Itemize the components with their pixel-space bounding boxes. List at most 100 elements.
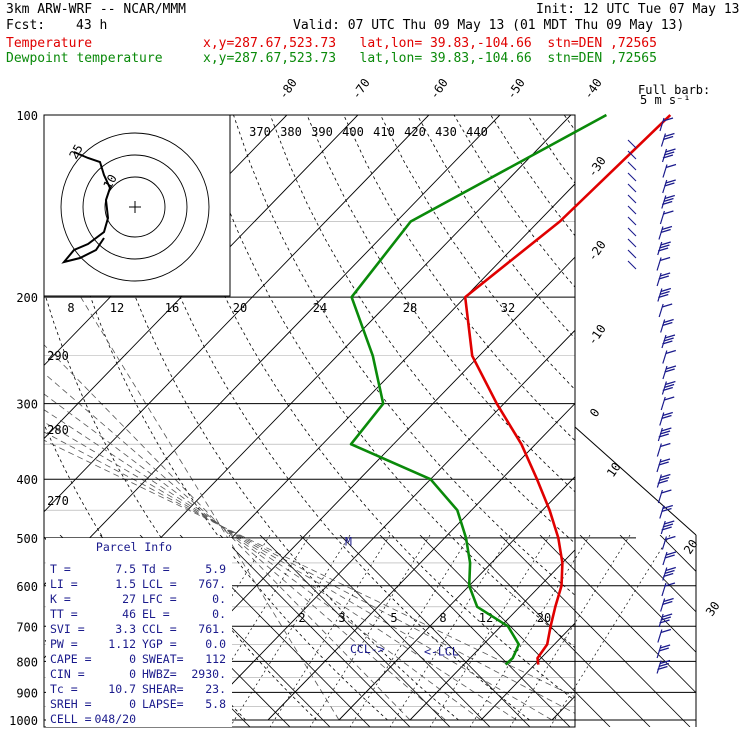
moist-adiabat	[44, 344, 411, 721]
parcel-field-label: LCL =	[142, 577, 177, 591]
temperature-line	[463, 114, 672, 665]
isotherm-label: -20	[585, 238, 609, 264]
parcel-field-value: 7.5	[115, 562, 136, 576]
wind-barb-flag	[662, 504, 673, 510]
wind-barb-flag	[659, 256, 671, 262]
lower-diagonal	[379, 535, 571, 727]
wind-barb-flag	[665, 163, 677, 169]
wind-barb-staff	[662, 164, 668, 178]
parcel-field-label: CIN =	[50, 667, 85, 681]
hodograph-ring	[82, 154, 188, 260]
hodograph-trace	[61, 151, 112, 264]
isotherm-line	[338, 476, 575, 721]
parcel-info-background	[46, 538, 232, 727]
isotherm-label: -50	[504, 76, 528, 102]
pressure-tick-label: 300	[16, 398, 38, 412]
wind-barb-flag	[660, 241, 671, 246]
lower-frame-edge	[574, 426, 697, 536]
wind-barb-flag	[664, 368, 675, 373]
pressure-tick-label: 600	[16, 580, 38, 594]
wind-barb-flag	[664, 194, 675, 200]
wind-barb-flag	[659, 244, 670, 249]
wind-barb-flag	[661, 507, 672, 513]
wind-barb-flag	[657, 665, 668, 671]
parcel-field-value: 46	[122, 607, 136, 621]
parcel-field-value: 767.	[198, 577, 226, 591]
upper-barb	[627, 216, 637, 226]
dry-adiabat	[122, 115, 530, 721]
parcel-field-value: 0	[129, 667, 136, 681]
parcel-field-value: 23.	[205, 682, 226, 696]
isotherm-line	[44, 115, 430, 513]
valid-time: Valid: 07 UTC Thu 09 May 13 (01 MDT Thu …	[293, 18, 685, 33]
pressure-tick-label: 1000	[9, 714, 38, 728]
pressure-tick-label: 200	[16, 291, 38, 305]
pressure-tick-label: 800	[16, 655, 38, 669]
dry-adiabat	[675, 115, 740, 720]
wind-barb-flag	[663, 318, 674, 324]
parcel-field-label: Tc =	[50, 682, 78, 696]
upper-barb	[627, 249, 637, 259]
dry-adiabat	[49, 115, 388, 721]
wind-barb-flag	[660, 616, 672, 621]
parcel-field-value: 0	[129, 652, 136, 666]
wind-barb-staff	[658, 303, 664, 318]
parcel-field-label: Td =	[142, 562, 170, 576]
theta-e-label: 410	[373, 125, 395, 139]
dry-adiabat	[306, 115, 575, 493]
sounding-marker-label: M	[345, 534, 352, 548]
upper-barb	[627, 139, 637, 149]
theta-e-label: 380	[280, 125, 302, 139]
wind-barb-flag	[662, 386, 673, 392]
isotherm-line	[623, 115, 740, 720]
parcel-field-label: SVI =	[50, 622, 85, 636]
parcel-field-label: SWEAT=	[142, 652, 184, 666]
hodograph-speed-label: 24	[313, 301, 327, 315]
upper-barb	[627, 172, 637, 182]
wind-barb-flag	[664, 396, 675, 401]
wind-barb-staff	[656, 443, 662, 457]
wind-barb-flag	[661, 303, 673, 308]
isotherm-line	[267, 402, 575, 721]
parcel-field-label: CCL =	[142, 622, 177, 636]
lower-diagonal	[459, 535, 651, 727]
isotherm-line	[480, 622, 575, 721]
wind-barb-flag	[662, 200, 673, 206]
wind-barb-flag	[659, 290, 670, 296]
wind-barb-flag	[660, 442, 671, 448]
isotherm-label: -10	[585, 322, 609, 348]
wind-barb-flag	[662, 135, 674, 141]
moist-adiabat	[80, 296, 340, 721]
wind-barb-flag	[660, 473, 671, 479]
parcel-field-value: 5.9	[205, 562, 226, 576]
isotherm-label: 30	[703, 599, 723, 619]
model-title: 3km ARW-WRF -- NCAR/MMM	[6, 2, 187, 17]
wind-barb-flag	[662, 154, 674, 159]
wind-barb-flag	[658, 476, 670, 482]
parcel-field-label: LAPSE=	[142, 697, 184, 711]
hodograph-ring	[60, 132, 210, 282]
wind-barb-flag	[661, 613, 673, 618]
pressure-tick-label: 700	[16, 620, 38, 634]
wind-barb-staff	[657, 489, 663, 504]
wind-barb-flag	[661, 225, 673, 231]
parcel-field-value: 5.8	[205, 697, 226, 711]
wind-barb-staff	[661, 582, 667, 597]
wind-barb-flag	[662, 523, 674, 528]
sounding-marker-label: CCL->	[350, 642, 385, 656]
dry-adiabat	[233, 115, 575, 596]
mixing-ratio-label: 5	[390, 611, 397, 625]
forecast-label: Fcst:	[6, 18, 46, 33]
parcel-field-value: 10.7	[108, 682, 136, 696]
parcel-info-title: Parcel Info	[96, 540, 172, 554]
wind-barb-flag	[662, 117, 674, 122]
isotherm-label: 20	[681, 537, 701, 557]
isotherm-line	[551, 695, 575, 721]
parcel-field-label: SHEAR=	[142, 682, 184, 696]
wind-barb-staff	[660, 396, 666, 411]
lower-diagonal	[419, 535, 611, 727]
wind-barb-flag	[663, 337, 674, 342]
upper-barb	[627, 260, 637, 270]
wind-barb-flag	[663, 597, 674, 603]
wind-barb-flag	[661, 526, 672, 531]
